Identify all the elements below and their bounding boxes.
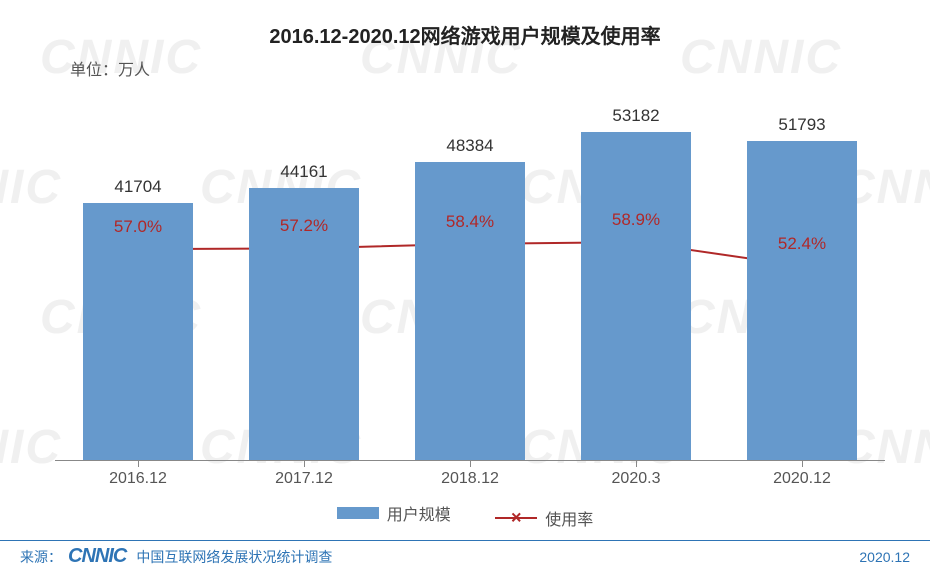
bar-value-label: 53182 bbox=[576, 106, 696, 126]
bar-value-label: 51793 bbox=[742, 115, 862, 135]
x-tick-label: 2016.12 bbox=[78, 470, 198, 488]
line-value-label: 57.2% bbox=[254, 216, 354, 236]
footer-date: 2020.12 bbox=[859, 549, 910, 565]
footer-source-text: 中国互联网络发展状况统计调查 bbox=[136, 547, 332, 567]
line-value-label: 58.4% bbox=[420, 212, 520, 232]
x-tick-label: 2017.12 bbox=[244, 470, 364, 488]
x-tick-label: 2018.12 bbox=[410, 470, 530, 488]
legend-bar-swatch bbox=[337, 507, 379, 519]
bar-value-label: 48384 bbox=[410, 136, 530, 156]
plot-area: 4170457.0%2016.124416157.2%2017.12483845… bbox=[55, 90, 885, 460]
legend-item-bar: 用户规模 bbox=[337, 501, 451, 525]
bar bbox=[83, 203, 193, 460]
bar bbox=[415, 162, 525, 460]
line-value-label: 52.4% bbox=[752, 234, 852, 254]
legend-bar-label: 用户规模 bbox=[387, 501, 451, 525]
x-tick-mark bbox=[304, 461, 305, 467]
x-tick-mark bbox=[802, 461, 803, 467]
bar-value-label: 44161 bbox=[244, 162, 364, 182]
footer-logo: CNNIC bbox=[68, 545, 126, 568]
x-tick-mark bbox=[636, 461, 637, 467]
x-tick-mark bbox=[470, 461, 471, 467]
x-tick-label: 2020.3 bbox=[576, 470, 696, 488]
bar-value-label: 41704 bbox=[78, 177, 198, 197]
x-tick-mark bbox=[138, 461, 139, 467]
line-value-label: 58.9% bbox=[586, 210, 686, 230]
line-value-label: 57.0% bbox=[88, 217, 188, 237]
chart-container: 2016.12-2020.12网络游戏用户规模及使用率 单位：万人 41704 5… bbox=[0, 0, 930, 572]
x-tick-label: 2020.12 bbox=[742, 470, 862, 488]
legend: 用户规模 × 使用率 bbox=[0, 501, 930, 530]
legend-item-line: × 使用率 bbox=[495, 506, 593, 530]
bar bbox=[747, 141, 857, 460]
footer: 来源： CNNIC 中国互联网络发展状况统计调查 2020.12 bbox=[0, 540, 930, 572]
bar bbox=[581, 132, 691, 460]
legend-line-label: 使用率 bbox=[545, 506, 593, 530]
footer-source-label: 来源： bbox=[20, 547, 62, 567]
legend-line-swatch: × bbox=[495, 517, 537, 519]
chart-title: 2016.12-2020.12网络游戏用户规模及使用率 bbox=[0, 20, 930, 49]
unit-label: 单位：万人 bbox=[70, 56, 150, 80]
